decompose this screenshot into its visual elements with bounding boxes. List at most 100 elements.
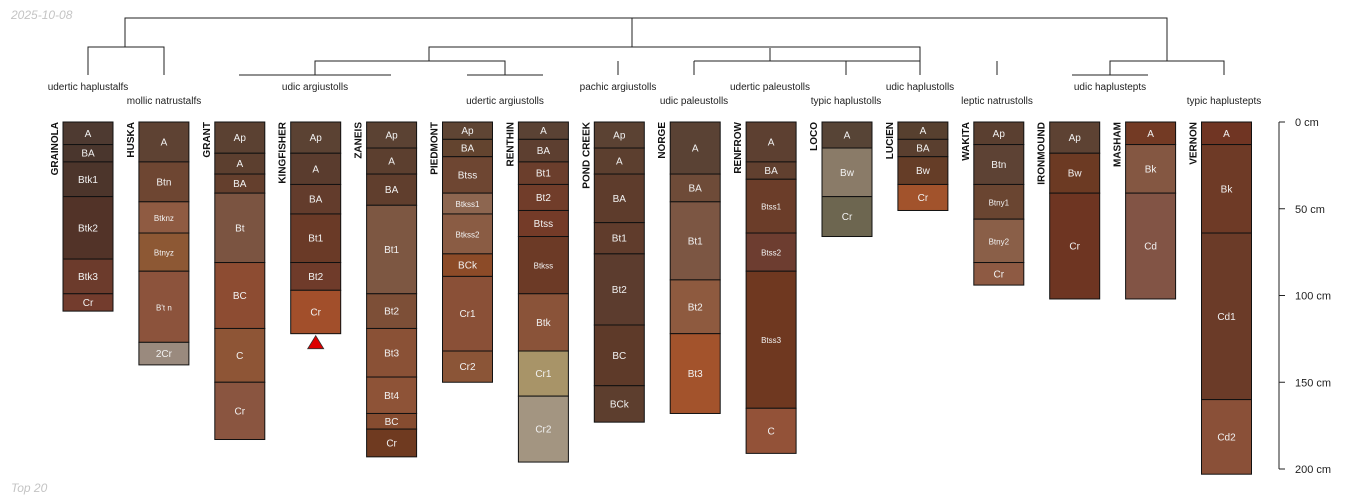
- horizon-block: [669, 333, 721, 414]
- horizon-block: [366, 204, 418, 295]
- profile-name: RENFROW: [733, 121, 744, 173]
- horizon-label: Ap: [1069, 133, 1082, 144]
- horizon-block: [442, 275, 493, 352]
- horizon-block: [1049, 121, 1101, 154]
- horizon-block: [669, 201, 721, 281]
- soil-profile: VERNON A Bk Cd1 Cd2: [1189, 121, 1252, 475]
- taxon-label: udic paleustolls: [660, 96, 728, 107]
- horizon-label: BA: [689, 183, 703, 194]
- horizon-label: Btss1: [761, 203, 782, 212]
- horizon-label: Btn: [156, 177, 171, 188]
- profile-name: MASHAM: [1113, 122, 1124, 167]
- dendrogram-sub-right: [770, 60, 921, 75]
- horizon-label: Btk: [536, 318, 551, 329]
- horizon-block: [669, 173, 721, 203]
- dendrogram-center: [428, 46, 921, 61]
- horizon-label: BA: [916, 144, 930, 155]
- profile-name: VERNON: [1189, 122, 1200, 165]
- profile-name: POND CREEK: [581, 121, 592, 188]
- horizon-block: [745, 407, 797, 454]
- depth-tick-label: 200 cm: [1295, 464, 1331, 476]
- dendrogram-leaf-bars: [239, 60, 1148, 76]
- horizon-label: Ap: [993, 129, 1006, 140]
- horizon-label: A: [85, 129, 92, 140]
- horizon-block: [745, 232, 797, 272]
- taxon-label: pachic argiustolls: [580, 82, 657, 93]
- horizon-block: [517, 209, 569, 238]
- horizon-label: Cd1: [1217, 312, 1236, 323]
- profile-name: WAKITA: [961, 122, 972, 161]
- horizon-block: [214, 327, 266, 383]
- horizon-block: [366, 428, 418, 458]
- horizon-label: Cr: [994, 269, 1005, 280]
- horizon-label: Ap: [461, 126, 474, 137]
- horizon-label: Bt1: [688, 236, 703, 247]
- horizon-block: [821, 147, 873, 198]
- horizon-label: A: [692, 144, 699, 155]
- dendrogram: [87, 17, 1225, 75]
- horizon-block: [138, 232, 190, 272]
- horizon-block: [897, 183, 949, 211]
- profile-name: LOCO: [809, 122, 820, 151]
- soil-profile: IRONMOUND Ap Bw Cr: [1037, 121, 1101, 300]
- horizon-label: BCk: [458, 261, 478, 272]
- horizon-label: Btkss: [534, 262, 554, 271]
- horizon-label: C: [236, 351, 243, 362]
- taxon-label: udertic haplustalfs: [48, 82, 129, 93]
- dendrogram-right: [1109, 60, 1225, 75]
- soil-profile: MASHAM A Bk Cd: [1113, 121, 1177, 300]
- soil-profile: RENTHIN A BA Bt1 Bt2 Btss Btkss Btk Cr1 Cr2: [505, 121, 569, 463]
- horizon-label: Ap: [613, 131, 626, 142]
- horizon-label: Bw: [916, 166, 931, 177]
- horizon-block: [973, 144, 1025, 185]
- taxon-label: udic argiustolls: [282, 82, 348, 93]
- horizon-label: A: [768, 137, 775, 148]
- soil-profile: PIEDMONT Ap BA Btss Btkss1 Btkss2 BCk Cr1 Cr2: [430, 121, 493, 383]
- profile-name: PIEDMONT: [430, 122, 441, 175]
- soil-profiles: GRAINOLA A BA Btk1 Btk2 Btk3 Cr HUSKA A Btn Btknz B…: [50, 121, 1252, 475]
- horizon-label: Bt1: [308, 234, 323, 245]
- horizon-label: Bt1: [612, 234, 627, 245]
- horizon-block: [214, 192, 266, 264]
- horizon-label: A: [161, 137, 168, 148]
- horizon-label: Btny2: [989, 237, 1010, 246]
- horizon-block: [1125, 192, 1177, 300]
- footer-caption: Top 20: [11, 481, 48, 495]
- horizon-label: C: [767, 426, 774, 437]
- horizon-label: Cr2: [535, 425, 552, 436]
- taxa-labels: udertic haplustalfs mollic natrustalfs u…: [48, 82, 1262, 107]
- horizon-label: BA: [537, 146, 551, 157]
- horizon-block: [821, 121, 873, 149]
- horizon-label: BA: [81, 149, 95, 160]
- horizon-block: [366, 173, 418, 206]
- horizon-block: [366, 147, 418, 175]
- horizon-label: Bt: [235, 223, 245, 234]
- horizon-label: BC: [233, 291, 247, 302]
- horizon-label: Cr1: [459, 309, 476, 320]
- horizon-block: [366, 293, 418, 329]
- horizon-block: [138, 201, 190, 234]
- horizon-block: [745, 270, 797, 409]
- horizon-label: Btss: [534, 219, 553, 230]
- horizon-block: [1201, 232, 1252, 401]
- depth-tick-label: 50 cm: [1295, 204, 1325, 216]
- horizon-label: Ap: [234, 133, 247, 144]
- horizon-block: [973, 218, 1025, 264]
- horizon-block: [821, 196, 873, 238]
- taxon-label: udertic argiustolls: [466, 96, 544, 107]
- horizon-block: [214, 121, 266, 154]
- soil-profile: LOCO A Bw Cr: [809, 121, 873, 238]
- horizon-label: Cd: [1144, 242, 1157, 253]
- horizon-label: Btnyz: [154, 249, 174, 258]
- horizon-label: BA: [764, 166, 778, 177]
- horizon-block: [214, 381, 266, 441]
- horizon-label: 2Cr: [156, 349, 173, 360]
- truncation-marker: [306, 334, 325, 350]
- horizon-block: [442, 156, 493, 194]
- soil-profile: KINGFISHER Ap A BA Bt1 Bt2 Cr: [278, 121, 342, 350]
- horizon-label: Bt1: [384, 245, 399, 256]
- horizon-label: Btss: [458, 170, 477, 181]
- horizon-label: Btss3: [761, 336, 782, 345]
- dendrogram-left: [87, 46, 165, 75]
- horizon-label: Btn: [991, 160, 1006, 171]
